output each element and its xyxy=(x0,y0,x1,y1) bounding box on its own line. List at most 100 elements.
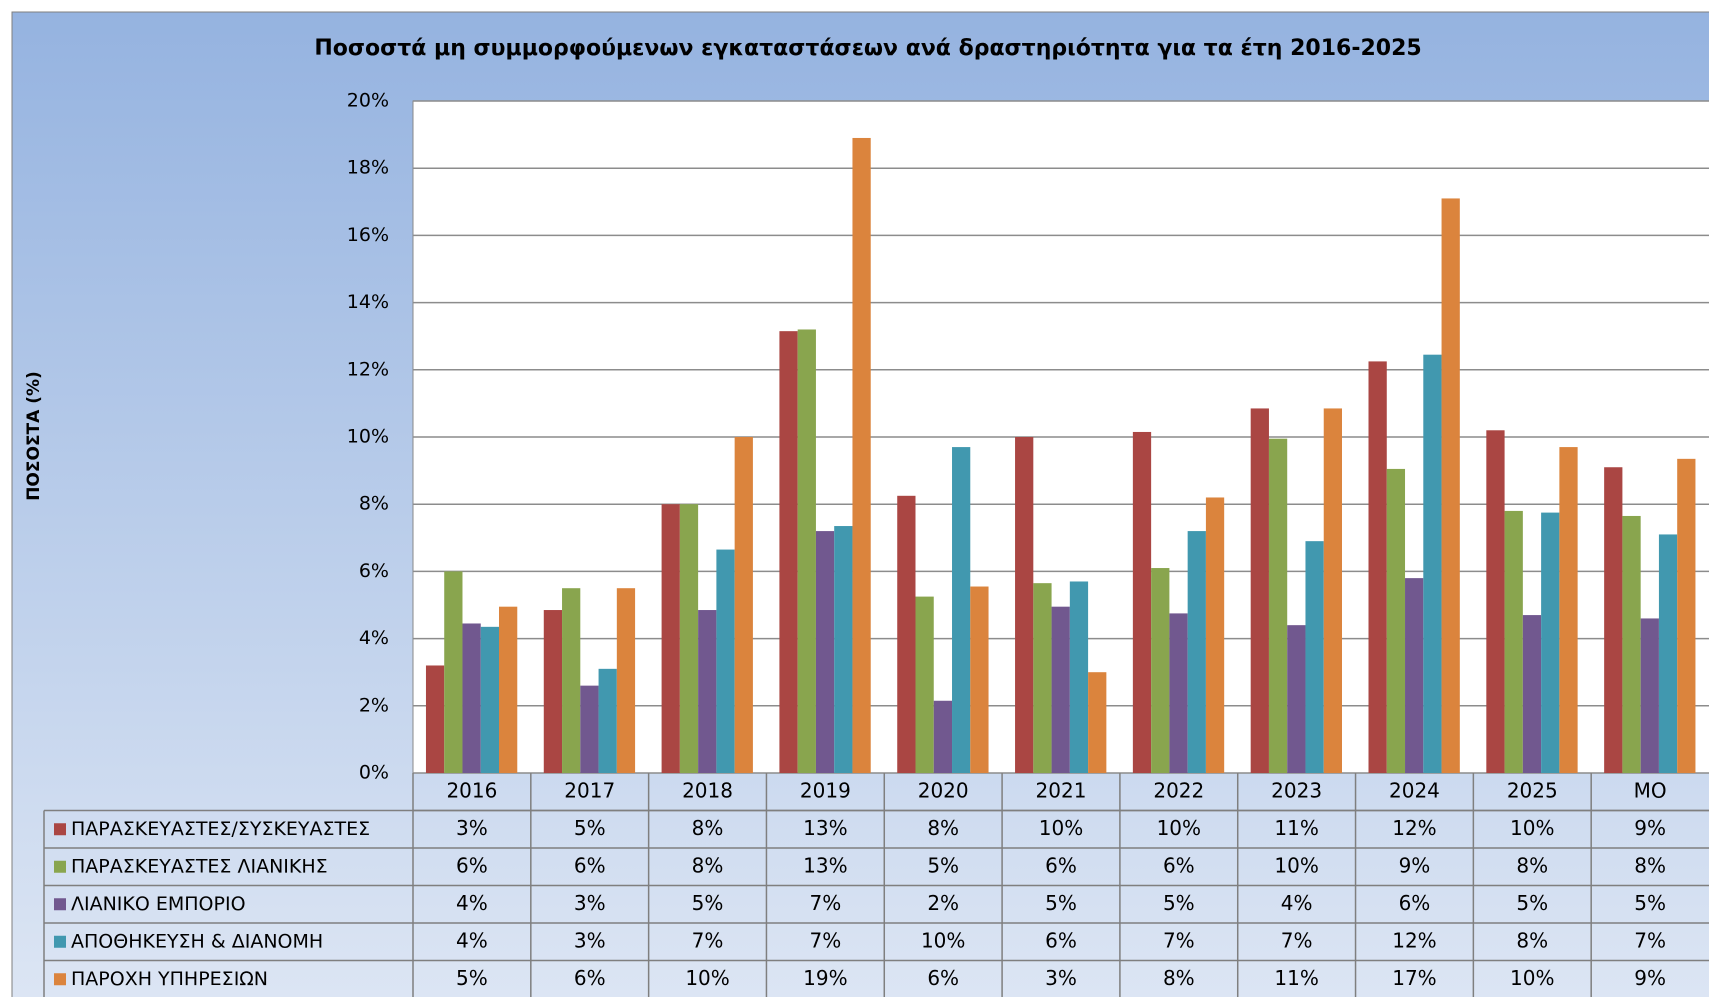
bar xyxy=(1305,541,1324,773)
y-tick-label: 16% xyxy=(347,224,389,246)
bar xyxy=(1033,583,1052,773)
table-cell: 6% xyxy=(1399,891,1431,915)
x-tick-label: 2022 xyxy=(1153,778,1204,802)
x-tick-label: 2024 xyxy=(1389,778,1440,802)
bar xyxy=(834,526,853,773)
table-cell: 10% xyxy=(1039,816,1083,840)
bar xyxy=(1386,468,1406,773)
bar xyxy=(1051,606,1070,773)
table-cell: 19% xyxy=(803,966,847,990)
table-cell: 10% xyxy=(1510,816,1554,840)
table-cell: 6% xyxy=(574,853,606,877)
table-cell: 4% xyxy=(456,891,488,915)
y-axis-label: ΠΟΣΟΣΤΑ (%) xyxy=(24,371,44,501)
chart-title: Ποσοστά μη συμμορφούμενων εγκαταστάσεων … xyxy=(314,36,1421,61)
bar xyxy=(444,571,463,773)
table-cell: 7% xyxy=(809,891,841,915)
table-cell: 5% xyxy=(456,966,488,990)
bar xyxy=(1287,625,1306,773)
legend-swatch xyxy=(54,973,66,986)
bar xyxy=(1423,354,1442,773)
bar xyxy=(679,504,699,773)
bar xyxy=(1205,497,1225,773)
bar xyxy=(598,668,617,773)
bar xyxy=(815,531,835,773)
legend-swatch xyxy=(54,823,66,836)
bar xyxy=(1677,458,1696,773)
table-cell: 7% xyxy=(1281,928,1313,952)
bar xyxy=(779,331,798,773)
table-cell: 8% xyxy=(692,816,724,840)
table-cell: 10% xyxy=(1510,966,1554,990)
bar xyxy=(462,623,481,773)
table-cell: 10% xyxy=(685,966,729,990)
bar xyxy=(1622,515,1641,773)
bar xyxy=(897,495,916,773)
table-cell: 4% xyxy=(456,928,488,952)
y-tick-label: 8% xyxy=(359,493,389,515)
bar xyxy=(852,137,871,773)
legend-swatch xyxy=(54,935,66,948)
table-cell: 12% xyxy=(1392,816,1436,840)
bar xyxy=(499,606,518,773)
bar xyxy=(562,588,581,773)
table-cell: 3% xyxy=(456,816,488,840)
table-cell: 7% xyxy=(692,928,724,952)
bar xyxy=(1658,534,1678,773)
y-tick-label: 20% xyxy=(347,90,389,112)
bar xyxy=(1522,615,1542,773)
legend-label: ΑΠΟΘΗΚΕΥΣΗ & ΔΙΑΝΟΜΗ xyxy=(71,930,323,952)
legend-label: ΠΑΡΑΣΚΕΥΑΣΤΕΣ/ΣΥΣΚΕΥΑΣΤΕΣ xyxy=(71,818,370,840)
table-cell: 5% xyxy=(1045,891,1077,915)
table-cell: 8% xyxy=(1516,853,1548,877)
x-tick-label: 2023 xyxy=(1271,778,1322,802)
bar xyxy=(970,586,989,773)
bar xyxy=(952,447,971,773)
y-tick-label: 12% xyxy=(347,358,389,380)
table-cell: 4% xyxy=(1281,891,1313,915)
bar xyxy=(1640,618,1659,773)
table-cell: 9% xyxy=(1399,853,1431,877)
table-cell: 5% xyxy=(1516,891,1548,915)
bar xyxy=(1323,408,1342,773)
table-cell: 6% xyxy=(927,966,959,990)
x-tick-label: 2020 xyxy=(918,778,969,802)
table-cell: 8% xyxy=(927,816,959,840)
table-cell: 11% xyxy=(1274,966,1318,990)
x-tick-label: 2016 xyxy=(446,778,497,802)
table-cell: 10% xyxy=(1274,853,1318,877)
legend-label: ΠΑΡΟΧΗ ΥΠΗΡΕΣΙΩΝ xyxy=(71,968,268,990)
bar xyxy=(1441,198,1460,773)
y-tick-label: 14% xyxy=(347,291,389,313)
table-cell: 8% xyxy=(1516,928,1548,952)
bar xyxy=(797,329,816,773)
bar xyxy=(1250,408,1269,773)
table-cell: 6% xyxy=(574,966,606,990)
bar xyxy=(734,437,753,773)
bar xyxy=(1268,438,1288,773)
table-cell: 17% xyxy=(1392,966,1436,990)
y-tick-label: 10% xyxy=(347,426,389,448)
table-cell: 5% xyxy=(1634,891,1666,915)
legend-label: ΛΙΑΝΙΚΟ ΕΜΠΟΡΙΟ xyxy=(71,893,246,915)
table-cell: 11% xyxy=(1274,816,1318,840)
legend-swatch xyxy=(54,898,66,911)
x-tick-label: 2017 xyxy=(564,778,615,802)
table-cell: 7% xyxy=(1163,928,1195,952)
table-cell: 5% xyxy=(927,853,959,877)
x-tick-label: 2021 xyxy=(1036,778,1087,802)
bar xyxy=(580,685,599,773)
bar xyxy=(480,626,500,773)
table-cell: 3% xyxy=(574,891,606,915)
y-tick-label: 18% xyxy=(347,157,389,179)
x-tick-label: 2019 xyxy=(800,778,851,802)
bar xyxy=(933,700,953,773)
table-cell: 13% xyxy=(803,816,847,840)
y-tick-label: 0% xyxy=(359,762,389,784)
bar xyxy=(1405,578,1424,773)
table-cell: 5% xyxy=(692,891,724,915)
table-cell: 3% xyxy=(1045,966,1077,990)
bar xyxy=(425,665,445,773)
bar xyxy=(661,504,680,773)
legend-label: ΠΑΡΑΣΚΕΥΑΣΤΕΣ ΛΙΑΝΙΚΗΣ xyxy=(71,855,328,877)
